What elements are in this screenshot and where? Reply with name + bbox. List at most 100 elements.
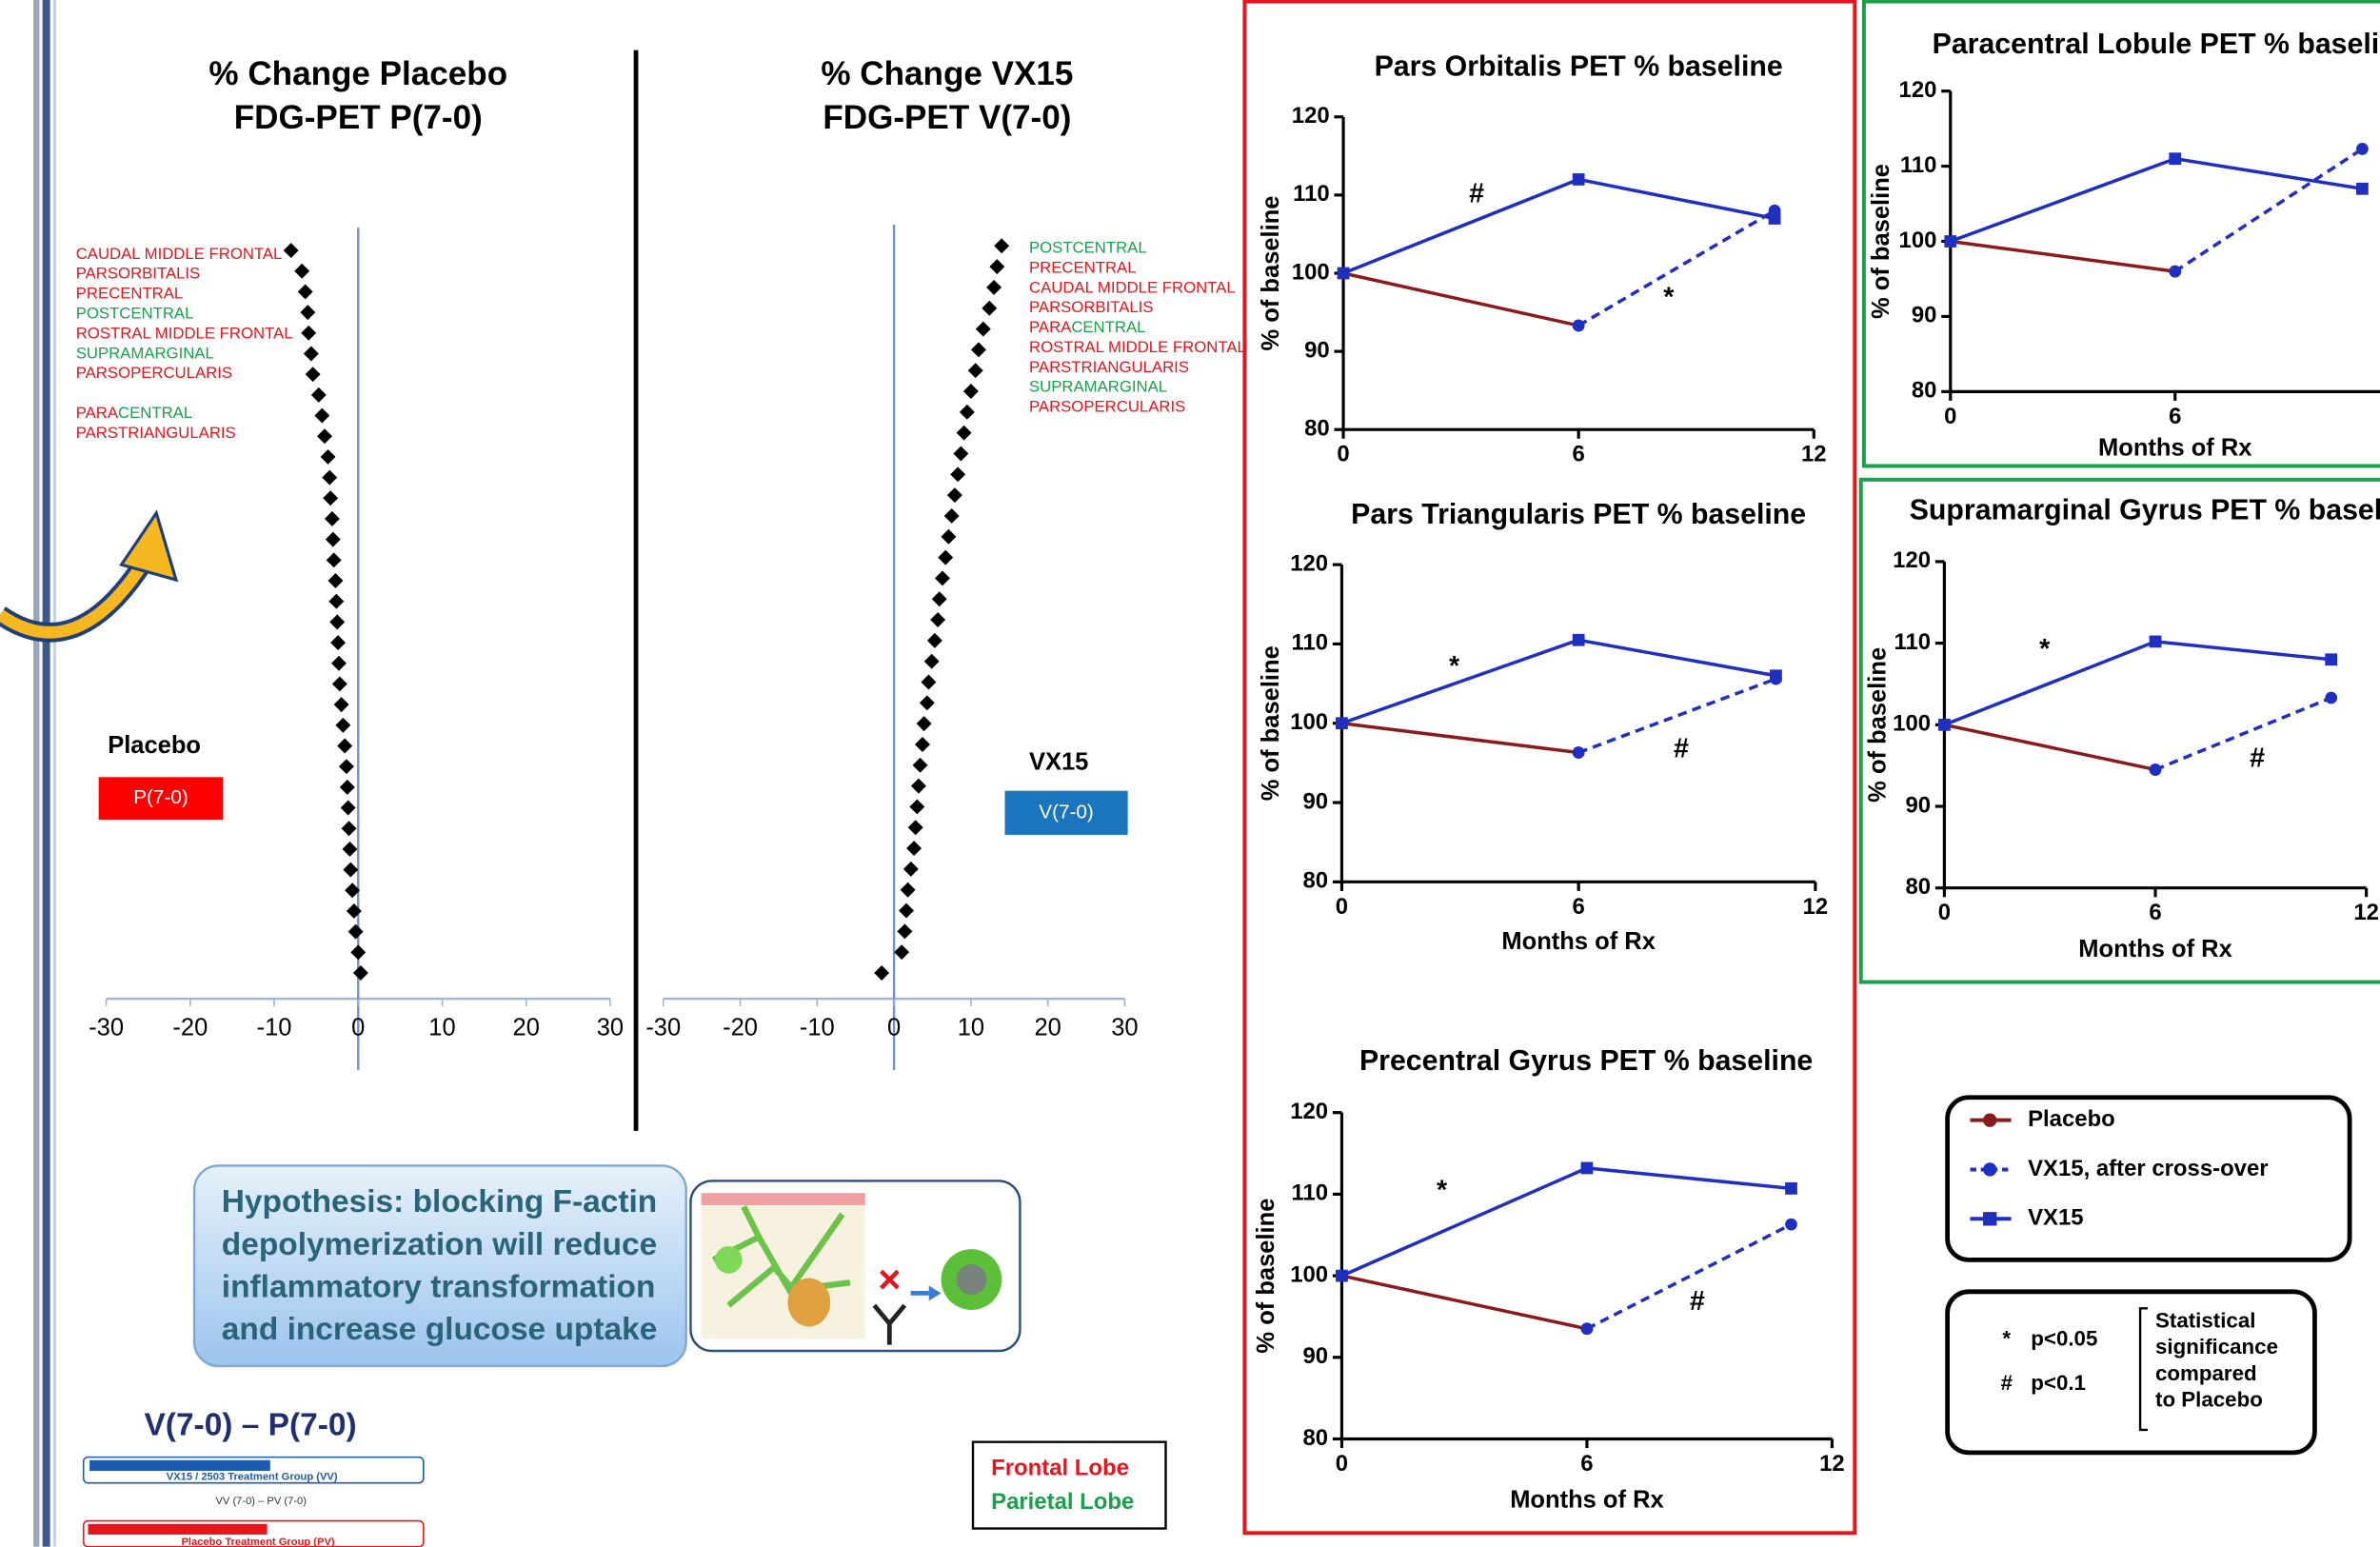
y-tick-label: 80 bbox=[1302, 1425, 1328, 1451]
hypothesis-line: depolymerization will reduce bbox=[222, 1227, 658, 1262]
region-label-part: POSTCENTRAL bbox=[1029, 239, 1147, 257]
x-tick-label: 12 bbox=[2353, 900, 2379, 925]
y-tick-label: 100 bbox=[1893, 711, 1931, 737]
x-tick-label: -10 bbox=[257, 1015, 292, 1041]
marker bbox=[1770, 669, 1782, 682]
region-label-part: PARSORBITALIS bbox=[76, 265, 201, 283]
difference-formula: VV (7-0) – PV (7-0) bbox=[215, 1496, 307, 1507]
y-tick-label: 120 bbox=[1893, 547, 1931, 573]
region-label-part: POSTCENTRAL bbox=[76, 305, 194, 323]
chart-title: % Change Placebo bbox=[208, 55, 507, 92]
marker bbox=[2150, 764, 2162, 776]
tissue-edge bbox=[702, 1193, 865, 1205]
chart-title: Paracentral Lobule PET % baseline bbox=[1933, 29, 2380, 60]
marker bbox=[1338, 268, 1350, 280]
x-tick-label: 6 bbox=[1573, 442, 1585, 467]
y-tick-label: 120 bbox=[1899, 77, 1937, 103]
placebo-label: Placebo Treatment Group (PV) bbox=[181, 1537, 334, 1547]
treated-label: VX15 / 2503 Treatment Group (VV) bbox=[167, 1471, 338, 1482]
y-tick-label: 110 bbox=[1293, 181, 1330, 207]
y-tick-label: 80 bbox=[1304, 416, 1330, 442]
region-label-part: PARA bbox=[1029, 318, 1072, 336]
region-label-part: CENTRAL bbox=[118, 404, 192, 422]
legend-label: VX15 bbox=[2028, 1205, 2083, 1231]
chart-title: FDG-PET P(7-0) bbox=[234, 99, 483, 136]
x-tick-label: 0 bbox=[1336, 1451, 1348, 1477]
marker bbox=[1581, 1162, 1594, 1175]
significance-label: p<0.05 bbox=[2031, 1327, 2097, 1351]
x-tick-label: 12 bbox=[1801, 442, 1827, 467]
region-label: SUPRAMARGINAL bbox=[1029, 378, 1167, 396]
marker bbox=[2150, 636, 2162, 648]
chart-title: Pars Orbitalis PET % baseline bbox=[1375, 51, 1783, 83]
region-label-part: PRECENTRAL bbox=[1029, 259, 1137, 277]
x-tick-label: -30 bbox=[89, 1015, 124, 1041]
marker bbox=[2325, 692, 2337, 704]
x-tick-label: 20 bbox=[513, 1015, 540, 1041]
marker bbox=[2325, 653, 2337, 665]
x-tick-label: 0 bbox=[1336, 894, 1348, 920]
region-label-part: SUPRAMARGINAL bbox=[76, 345, 214, 363]
y-tick-label: 100 bbox=[1899, 228, 1937, 253]
significance-mark: # bbox=[1674, 734, 1689, 764]
y-tick-label: 100 bbox=[1292, 259, 1330, 285]
x-tick-label: 0 bbox=[1938, 900, 1951, 925]
x-tick-label: -20 bbox=[723, 1015, 758, 1041]
significance-mark: # bbox=[1690, 1286, 1705, 1317]
x-tick-label: 6 bbox=[1580, 1451, 1593, 1477]
y-axis-label: % of baseline bbox=[1258, 196, 1284, 351]
y-axis-label: % of baseline bbox=[1253, 1199, 1279, 1354]
significance-mark: # bbox=[2250, 744, 2265, 774]
significance-note: significance bbox=[2155, 1335, 2278, 1359]
edge-bar bbox=[33, 0, 39, 1547]
significance-note: to Placebo bbox=[2155, 1387, 2263, 1411]
group-box-label: P(7-0) bbox=[133, 786, 188, 808]
marker bbox=[1573, 320, 1585, 332]
activated-core bbox=[956, 1264, 986, 1295]
significance-mark: * bbox=[1437, 1175, 1448, 1205]
region-label-part: SUPRAMARGINAL bbox=[1029, 378, 1167, 396]
region-label: PARSTRIANGULARIS bbox=[1029, 358, 1189, 376]
illustration: × bbox=[690, 1180, 1020, 1351]
region-label-part: CAUDAL MIDDLE FRONTAL bbox=[76, 245, 283, 263]
x-tick-label: 30 bbox=[597, 1015, 624, 1041]
y-tick-label: 80 bbox=[1905, 874, 1931, 900]
y-tick-label: 90 bbox=[1912, 303, 1937, 328]
x-tick-label: 6 bbox=[1573, 894, 1585, 920]
x-tick-label: 20 bbox=[1034, 1015, 1061, 1041]
region-label: PARSOPERCULARIS bbox=[1029, 398, 1185, 416]
lobe-label: Frontal Lobe bbox=[991, 1456, 1129, 1481]
legend-label: Placebo bbox=[2028, 1106, 2115, 1132]
region-label: PRECENTRAL bbox=[1029, 259, 1137, 277]
marker bbox=[1785, 1182, 1797, 1195]
region-label-part: PARSTRIANGULARIS bbox=[1029, 358, 1189, 376]
region-label: POSTCENTRAL bbox=[1029, 239, 1147, 257]
marker bbox=[1573, 173, 1585, 186]
marker bbox=[2169, 152, 2181, 165]
y-tick-label: 120 bbox=[1290, 550, 1328, 576]
significance-mark: * bbox=[2039, 634, 2051, 664]
region-label: CAUDAL MIDDLE FRONTAL bbox=[1029, 279, 1236, 297]
marker bbox=[1944, 235, 1956, 248]
group-label: VX15 bbox=[1029, 749, 1088, 776]
region-label-part: PARA bbox=[76, 404, 119, 422]
region-label-part: ROSTRAL MIDDLE FRONTAL bbox=[76, 325, 293, 343]
chart-title: Pars Triangularis PET % baseline bbox=[1351, 499, 1806, 530]
marker bbox=[1769, 212, 1781, 225]
block-mark: × bbox=[878, 1257, 901, 1301]
x-tick-label: 12 bbox=[1803, 894, 1829, 920]
region-label: PARACENTRAL bbox=[76, 404, 192, 422]
chart-title: Supramarginal Gyrus PET % baseline bbox=[1910, 494, 2380, 526]
y-axis-label: % of baseline bbox=[1258, 645, 1284, 801]
region-label: CAUDAL MIDDLE FRONTAL bbox=[76, 245, 283, 263]
region-label: ROSTRAL MIDDLE FRONTAL bbox=[1029, 338, 1246, 356]
marker bbox=[1938, 719, 1951, 731]
marker bbox=[1573, 746, 1585, 759]
region-label-part: PARSOPERCULARIS bbox=[1029, 398, 1185, 416]
marker bbox=[1983, 1162, 1996, 1176]
group-box-label: V(7-0) bbox=[1039, 801, 1094, 823]
hypothesis-line: Hypothesis: blocking F-actin bbox=[222, 1184, 657, 1220]
marker bbox=[1983, 1212, 1996, 1225]
marker bbox=[1581, 1322, 1594, 1335]
edge-bar bbox=[53, 0, 56, 1547]
